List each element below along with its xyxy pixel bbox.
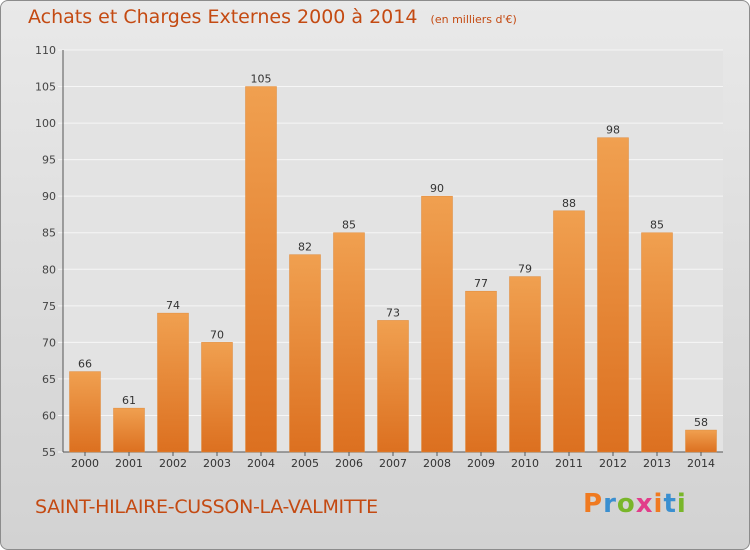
bar-value-label: 66	[78, 358, 92, 371]
logo-letter: r	[603, 489, 617, 519]
x-tick-label: 2004	[247, 457, 275, 470]
bar-value-label: 70	[210, 328, 224, 341]
bar	[641, 232, 673, 453]
logo-letter: o	[616, 489, 636, 519]
x-tick-label: 2006	[335, 457, 363, 470]
y-tick-label: 110	[35, 44, 56, 57]
bar-value-label: 74	[166, 299, 180, 312]
bar-value-label: 61	[122, 394, 136, 407]
logo-letter: P	[583, 489, 604, 519]
bar	[465, 290, 497, 453]
bar-value-label: 85	[650, 219, 664, 232]
y-tick-label: 85	[42, 227, 56, 240]
y-tick-label: 100	[35, 117, 56, 130]
bar	[685, 429, 717, 453]
logo-letter: i	[676, 489, 687, 519]
y-tick-label: 75	[42, 300, 56, 313]
bar	[553, 210, 585, 453]
chart-subtitle: (en milliers d'€)	[430, 13, 517, 26]
x-tick-label: 2013	[643, 457, 671, 470]
proxiti-logo: Proxiti	[583, 489, 687, 519]
y-tick-label: 55	[42, 446, 56, 459]
x-tick-label: 2008	[423, 457, 451, 470]
bar-value-label: 79	[518, 263, 532, 276]
x-tick-label: 2012	[599, 457, 627, 470]
x-tick-label: 2014	[687, 457, 715, 470]
bar	[201, 342, 233, 453]
y-tick-label: 90	[42, 190, 56, 203]
y-tick-label: 65	[42, 373, 56, 386]
bar-value-label: 88	[562, 197, 576, 210]
y-tick-label: 80	[42, 263, 56, 276]
bar	[509, 276, 541, 453]
bar	[289, 254, 321, 453]
logo-letter: i	[653, 489, 664, 519]
commune-name: SAINT-HILAIRE-CUSSON-LA-VALMITTE	[35, 496, 378, 518]
bar-value-label: 77	[474, 277, 488, 290]
x-tick-label: 2010	[511, 457, 539, 470]
bar	[377, 320, 409, 453]
bar	[245, 86, 277, 453]
bar	[597, 137, 629, 453]
bar-value-label: 98	[606, 124, 620, 137]
bar-value-label: 58	[694, 416, 708, 429]
x-tick-label: 2001	[115, 457, 143, 470]
bar	[333, 232, 365, 453]
bar-value-label: 82	[298, 241, 312, 254]
bar	[421, 195, 453, 453]
x-tick-label: 2009	[467, 457, 495, 470]
x-tick-label: 2005	[291, 457, 319, 470]
bar	[157, 312, 189, 453]
bar	[113, 407, 145, 453]
bar-value-label: 105	[251, 73, 272, 86]
bar-value-label: 85	[342, 219, 356, 232]
chart-title-row: Achats et Charges Externes 2000 à 2014 (…	[28, 6, 517, 28]
chart-title: Achats et Charges Externes 2000 à 2014	[28, 6, 418, 28]
y-tick-label: 95	[42, 154, 56, 167]
y-tick-label: 70	[42, 336, 56, 349]
x-tick-label: 2003	[203, 457, 231, 470]
bar-value-label: 73	[386, 306, 400, 319]
x-tick-label: 2000	[71, 457, 99, 470]
x-tick-label: 2007	[379, 457, 407, 470]
y-tick-label: 60	[42, 409, 56, 422]
x-tick-label: 2002	[159, 457, 187, 470]
bar	[69, 371, 101, 453]
logo-letter: t	[663, 489, 677, 519]
x-tick-label: 2011	[555, 457, 583, 470]
logo-letter: x	[635, 489, 654, 519]
bar-value-label: 90	[430, 182, 444, 195]
y-tick-label: 105	[35, 81, 56, 94]
